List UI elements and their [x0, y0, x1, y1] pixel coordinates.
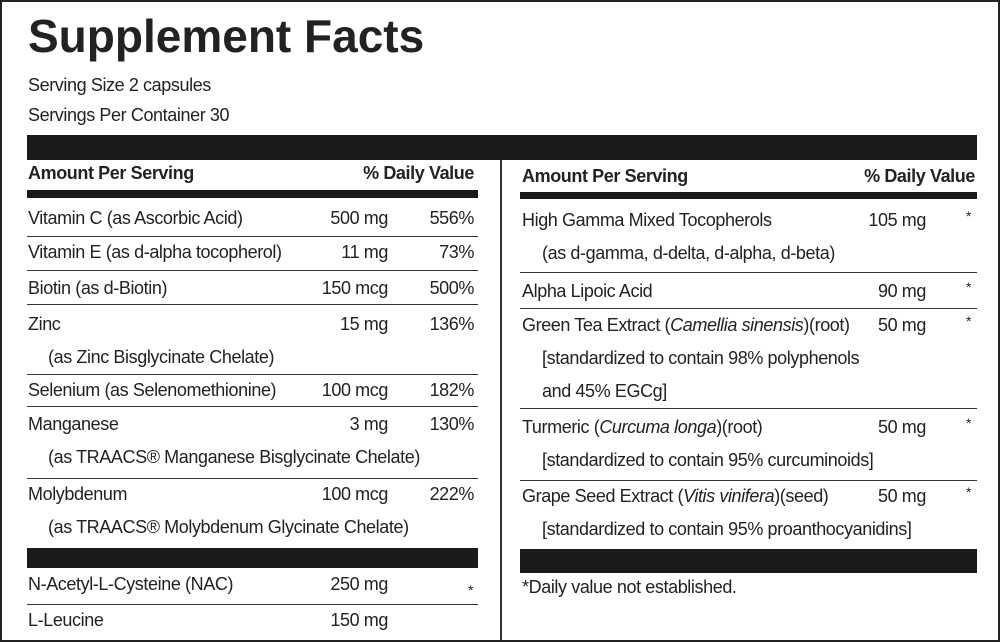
footnote: *Daily value not established. — [522, 577, 737, 597]
rule — [27, 374, 478, 375]
dv-header: % Daily Value — [864, 166, 975, 186]
rule — [27, 304, 478, 305]
amount: 250 mg — [330, 574, 388, 594]
rule — [27, 236, 478, 237]
amount: 500 mg — [330, 208, 388, 228]
rule — [520, 480, 977, 481]
bar — [27, 135, 977, 160]
daily-value: * — [966, 208, 972, 224]
daily-value: * — [966, 313, 972, 329]
bar — [27, 190, 478, 198]
nutrient-name: Vitamin E (as d-alpha tocopherol) — [28, 242, 282, 262]
name-text: Alpha Lipoic Acid — [522, 281, 653, 301]
nutrient-name: Selenium (as Selenomethionine) — [28, 380, 277, 400]
nutrient-source: (as Zinc Bisglycinate Chelate) — [48, 347, 275, 367]
rule — [520, 272, 977, 273]
daily-value: 222% — [429, 484, 475, 504]
name-text: Grape Seed Extract ( — [522, 486, 684, 506]
daily-value: * — [966, 484, 972, 500]
amount: 11 mg — [341, 242, 388, 262]
bar — [27, 548, 478, 568]
latin-name: Vitis vinifera — [683, 486, 775, 506]
daily-value: 73% — [439, 242, 474, 262]
ingredient-standard: and 45% EGCg] — [542, 381, 667, 401]
nutrient-source: (as TRAACS® Molybdenum Glycinate Chelate… — [48, 517, 409, 537]
amount: 150 mg — [330, 610, 388, 630]
daily-value: 500% — [429, 278, 475, 298]
amount: 100 mcg — [321, 484, 389, 504]
ingredient-name: Green Tea Extract (Camellia sinensis)(ro… — [522, 314, 850, 336]
name-text: Green Tea Extract ( — [522, 315, 671, 335]
servings-per-container: Servings Per Container 30 — [28, 105, 230, 125]
rule — [27, 478, 478, 479]
amount: 3 mg — [349, 414, 389, 434]
latin-name: Curcuma longa — [599, 417, 717, 437]
nutrient-name: Manganese — [28, 414, 119, 434]
ingredient-standard: (as d-gamma, d-delta, d-alpha, d-beta) — [542, 243, 835, 263]
name-text: )(seed) — [774, 486, 829, 506]
daily-value: 136% — [429, 314, 475, 334]
daily-value: 556% — [429, 208, 475, 228]
amount: 100 mcg — [321, 380, 389, 400]
nutrient-name: Biotin (as d-Biotin) — [28, 278, 168, 298]
amount-header: Amount Per Serving — [28, 163, 194, 183]
amount: 90 mg — [877, 281, 926, 301]
amount-header: Amount Per Serving — [522, 166, 688, 186]
amount: 150 mcg — [321, 278, 389, 298]
rule — [520, 308, 977, 309]
name-text: Turmeric ( — [522, 417, 600, 437]
rule — [27, 270, 478, 271]
title: Supplement Facts — [28, 10, 425, 62]
ingredient-name: Grape Seed Extract (Vitis vinifera)(seed… — [522, 485, 829, 507]
daily-value: 130% — [429, 414, 475, 434]
amount: 50 mg — [877, 417, 926, 437]
ingredient-name: High Gamma Mixed Tocopherols — [522, 209, 772, 231]
name-text: )(root) — [716, 417, 763, 437]
divider — [500, 160, 502, 640]
daily-value: * — [966, 415, 972, 431]
amount: 50 mg — [877, 486, 926, 506]
amount: 15 mg — [339, 314, 388, 334]
ingredient-name: L-Leucine — [28, 610, 104, 630]
daily-value: * — [966, 279, 972, 295]
ingredient-standard: [standardized to contain 98% polyphenols — [542, 348, 860, 368]
ingredient-name: N-Acetyl-L-Cysteine (NAC) — [28, 574, 234, 594]
amount: 105 mg — [868, 210, 926, 230]
bar — [520, 192, 977, 199]
bar — [520, 549, 977, 573]
rule — [27, 406, 478, 407]
amount: 50 mg — [877, 315, 926, 335]
nutrient-name: Zinc — [28, 314, 61, 334]
ingredient-standard: [standardized to contain 95% curcuminoid… — [542, 450, 874, 470]
daily-value: 182% — [429, 380, 475, 400]
nutrient-name: Vitamin C (as Ascorbic Acid) — [28, 208, 243, 228]
name-text: )(root) — [803, 315, 850, 335]
dv-header: % Daily Value — [363, 163, 474, 183]
nutrient-source: (as TRAACS® Manganese Bisglycinate Chela… — [48, 447, 420, 467]
nutrient-name: Molybdenum — [28, 484, 128, 504]
latin-name: Camellia sinensis — [670, 315, 804, 335]
serving-size: Serving Size 2 capsules — [28, 75, 211, 95]
ingredient-standard: [standardized to contain 95% proanthocya… — [542, 519, 912, 539]
ingredient-name: Turmeric (Curcuma longa)(root) — [522, 416, 763, 438]
ingredient-name: Alpha Lipoic Acid — [522, 280, 653, 302]
rule — [520, 408, 977, 409]
daily-value: * — [468, 582, 474, 598]
name-text: High Gamma Mixed Tocopherols — [522, 210, 772, 230]
rule — [27, 604, 478, 605]
